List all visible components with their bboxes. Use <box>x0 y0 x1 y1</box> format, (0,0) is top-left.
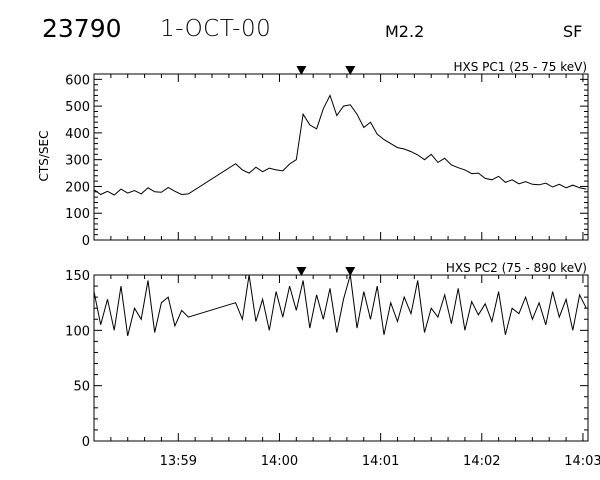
pc1-y-tick-label: 500 <box>65 100 90 115</box>
pc2-y-tick-label: 0 <box>82 435 90 450</box>
pc2-marker <box>296 267 307 276</box>
pc1-series-line <box>93 94 587 196</box>
event-number: 23790 <box>42 14 122 43</box>
pc1-plot-frame <box>93 73 589 241</box>
x-tick-label: 14:02 <box>463 454 500 469</box>
pc2-panel: HXS PC2 (75 - 890 keV) 0 50 100 150 <box>65 261 589 450</box>
pc1-y-tick-label: 0 <box>82 234 90 249</box>
pc2-markers <box>296 267 356 276</box>
x-tick-label: 14:00 <box>261 454 298 469</box>
pc2-marker <box>345 267 356 276</box>
pc1-y-ticks: 0 100 200 300 400 500 600 <box>65 73 588 249</box>
pc1-marker <box>296 66 307 75</box>
pc2-y-ticks: 0 50 100 150 <box>65 269 588 450</box>
pc2-y-tick-label: 150 <box>65 269 90 284</box>
x-tick-label: 14:03 <box>564 454 600 469</box>
pc1-title: HXS PC1 (25 - 75 keV) <box>453 60 587 74</box>
x-tick-label: 13:59 <box>160 454 197 469</box>
pc1-y-tick-label: 200 <box>65 180 90 195</box>
pc1-panel: HXS PC1 (25 - 75 keV) CTS/SEC 0 100 200 300… <box>37 60 589 249</box>
x-tick-label: 14:01 <box>362 454 399 469</box>
y-axis-label: CTS/SEC <box>37 131 51 182</box>
pc1-markers <box>296 66 356 75</box>
pc2-title: HXS PC2 (75 - 890 keV) <box>446 261 587 275</box>
pc1-y-tick-label: 300 <box>65 154 90 169</box>
pc1-x-ticks <box>93 74 584 240</box>
pc2-series-line <box>93 274 587 337</box>
pc1-y-tick-label: 400 <box>65 127 90 142</box>
flare-class: M2.2 <box>385 22 425 41</box>
pc1-y-tick-label: 600 <box>65 73 90 88</box>
pc2-y-tick-label: 50 <box>73 380 90 395</box>
pc2-plot-frame <box>93 274 589 442</box>
x-tick-labels: 13:59 14:00 14:01 14:02 14:03 <box>160 454 600 469</box>
pc2-x-ticks <box>93 275 584 441</box>
event-date: 1-OCT-00 <box>160 16 272 42</box>
flare-flag: SF <box>563 22 583 41</box>
pc1-y-tick-label: 100 <box>65 207 90 222</box>
pc2-y-tick-label: 100 <box>65 324 90 339</box>
pc1-marker <box>345 66 356 75</box>
